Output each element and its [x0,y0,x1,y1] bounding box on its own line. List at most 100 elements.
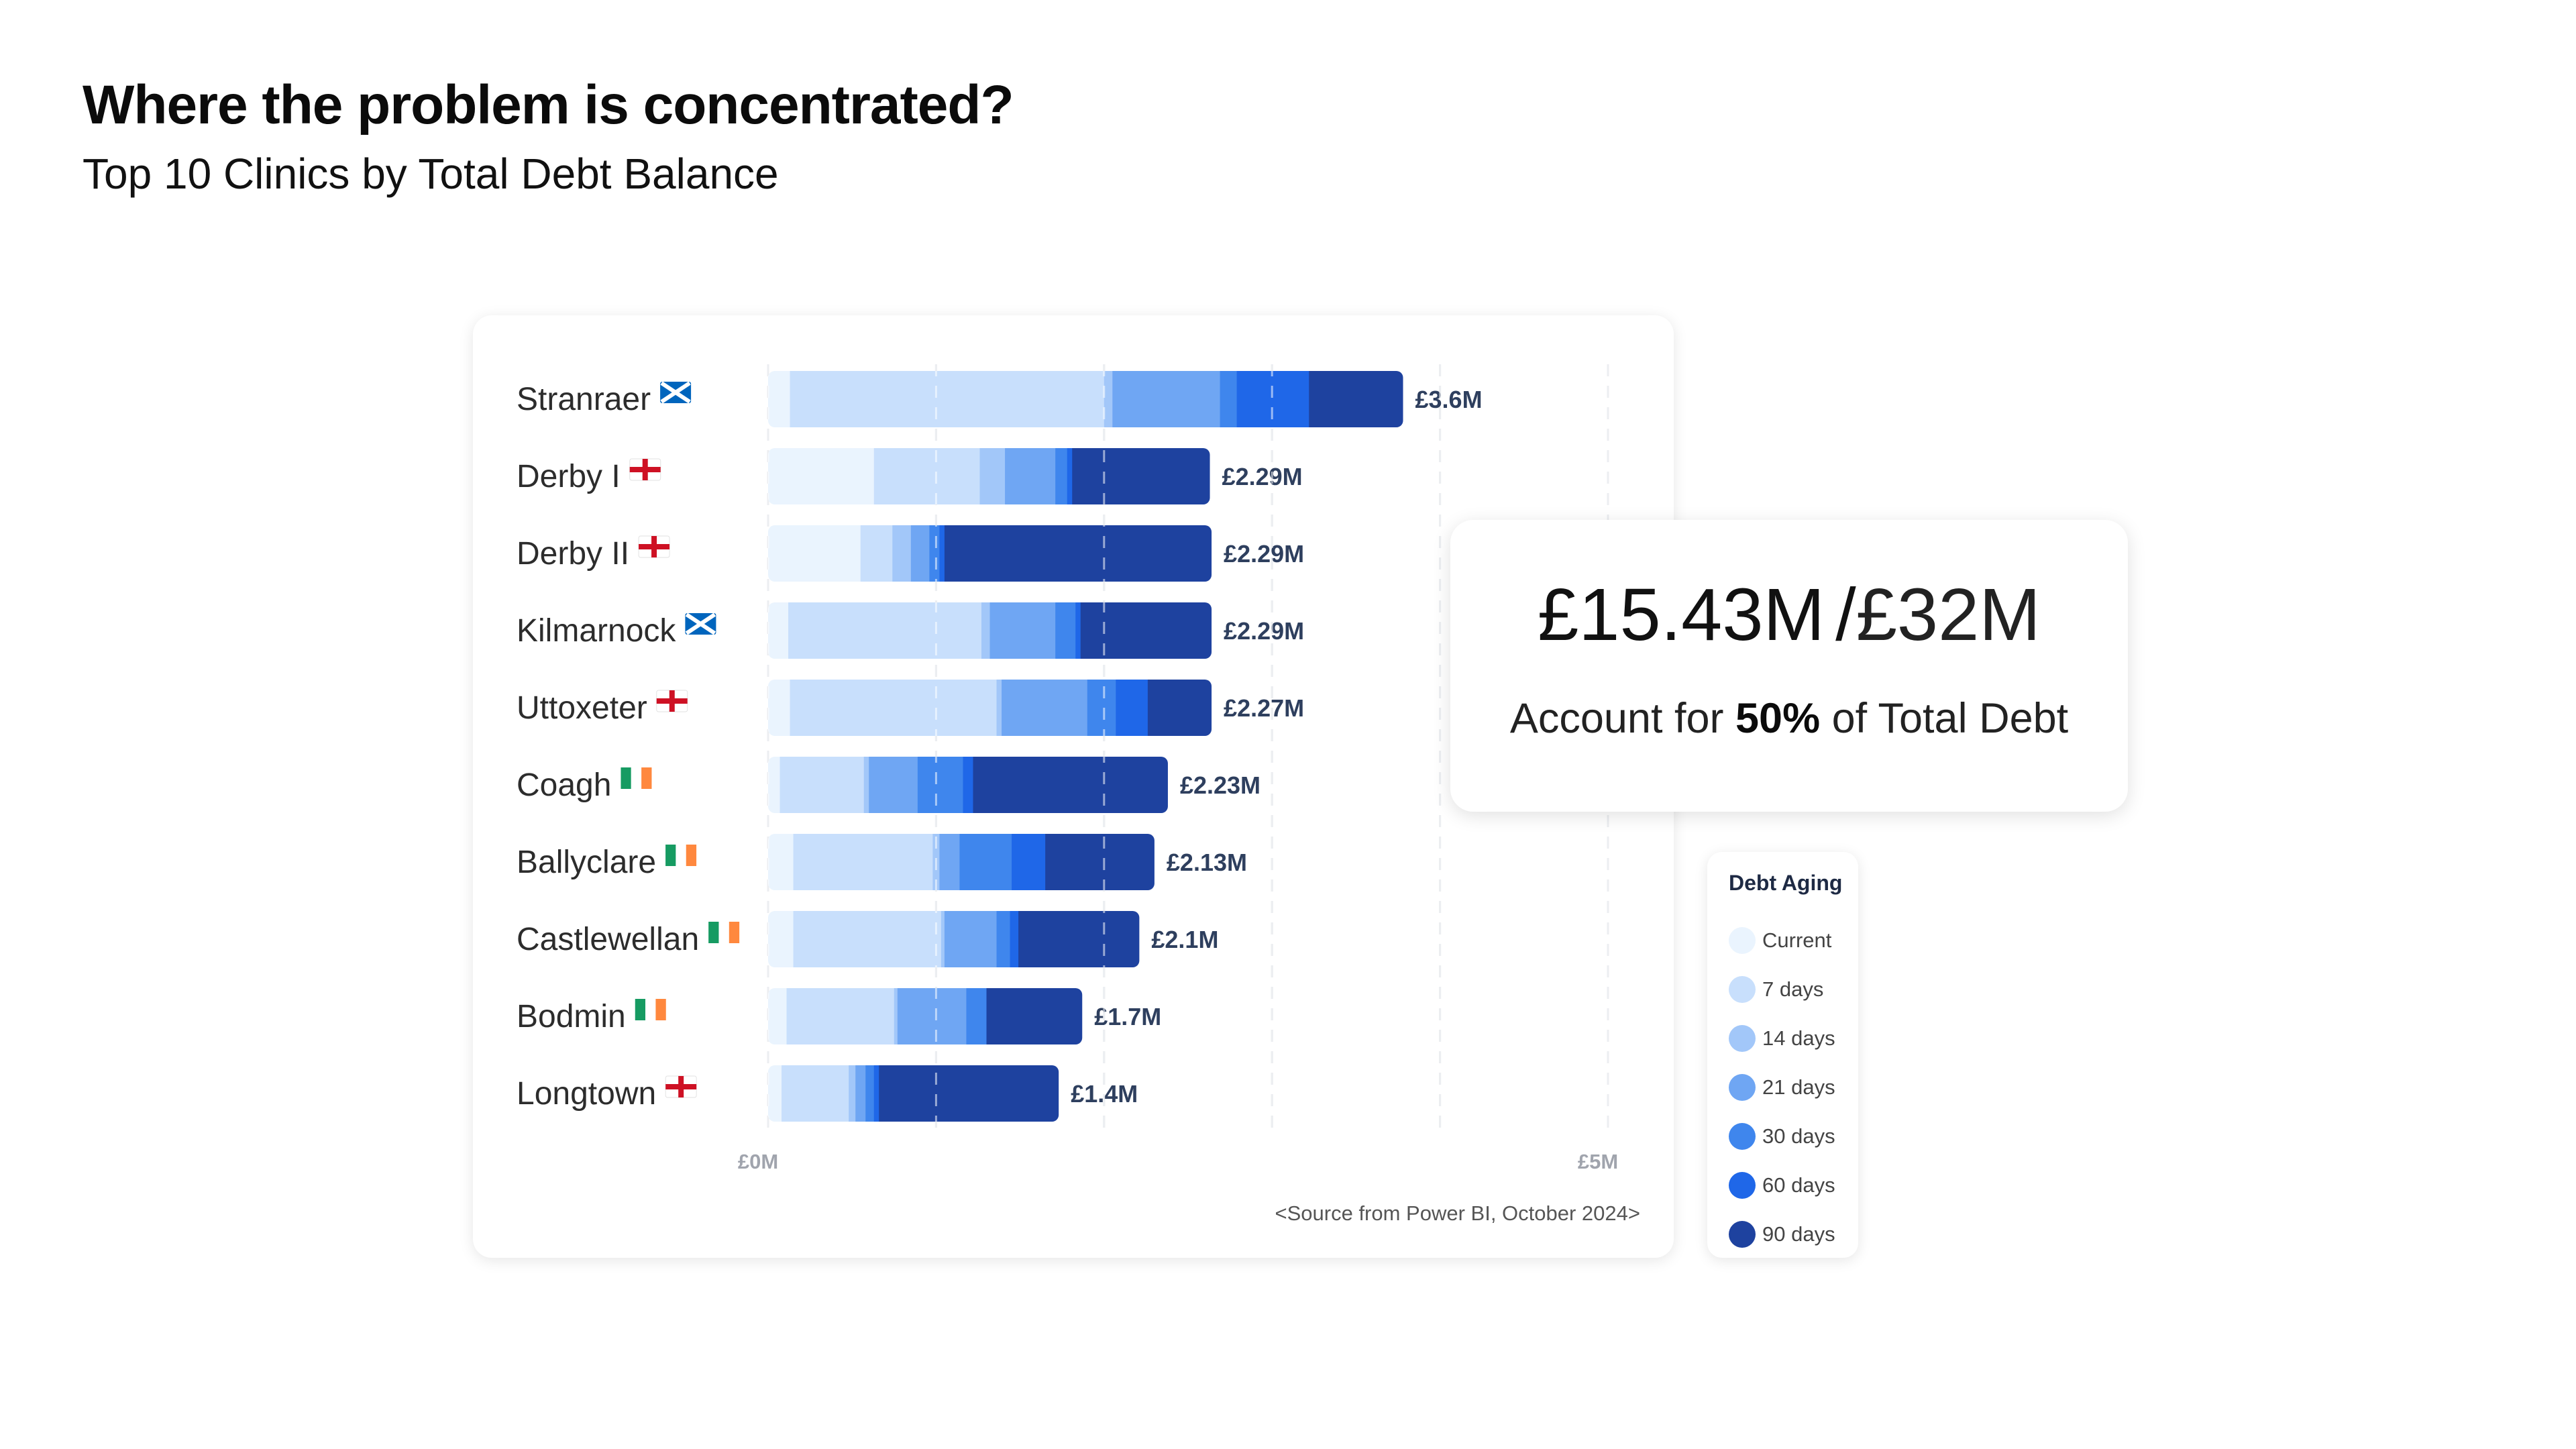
bar-row [768,911,1140,967]
bar-segment [788,602,982,659]
bar-value-label: £2.29M [1224,617,1304,645]
bar-value-label: £2.27M [1224,694,1304,722]
bar-segment [1012,834,1046,890]
row-label: Coagh [517,767,611,803]
x-tick-label: £0M [738,1150,778,1173]
england-flag-icon [656,690,688,712]
bar-row [768,602,1212,659]
bar-segment [1104,371,1113,427]
bar-segment [768,448,875,504]
row-label: Castlewellan [517,922,699,957]
row-label: Bodmin [517,999,626,1034]
bar-segment [786,988,895,1044]
legend-swatch [1729,1220,1756,1248]
bar-segment [892,525,912,582]
kpi-separator: / [1835,574,1856,656]
bar-value-label: £2.29M [1224,540,1304,568]
bar-segment [941,911,945,967]
row-labels: Stranraer £3.6M Derby I £2.29M Derby II £2.29… [517,381,1483,1112]
bar-segment [989,602,1056,659]
bar-segment [863,757,869,813]
bar-segment [1236,371,1309,427]
legend-label: Current [1762,928,1832,952]
kpi-percent: 50% [1735,695,1821,742]
bar-segment [944,911,998,967]
row-label: Uttoxeter [517,690,647,726]
bar-segment [869,757,918,813]
bar-segment [768,680,791,736]
bar-row [768,1065,1059,1122]
bar-segment [1010,911,1019,967]
row-label: Derby I [517,459,621,494]
bar-segment [768,525,861,582]
bar-segment [996,680,1002,736]
bar-segment [768,988,788,1044]
bar-segment [929,525,940,582]
bar-segment [780,757,865,813]
scotland-flag-icon [685,612,716,635]
bar-value-label: £2.1M [1151,926,1218,953]
legend-label: 60 days [1762,1173,1835,1197]
row-label: Stranraer [517,382,651,417]
bar-segment [1002,680,1088,736]
ireland-flag-icon [665,845,697,866]
kpi-description: Account for 50% of Total Debt [1450,694,2128,743]
x-tick-label: £5M [1578,1150,1618,1173]
bar-segment [1147,680,1212,736]
ireland-flag-icon [621,767,652,789]
legend-label: 30 days [1762,1124,1835,1148]
row-label: Longtown [517,1076,656,1112]
bar-segment [1220,371,1238,427]
bar-segment [768,1065,782,1122]
bar-segment [981,602,991,659]
bar-segment [1055,602,1076,659]
legend-item: 90 days [1729,1210,1835,1258]
bar-segment [1005,448,1056,504]
bar-segment [939,525,945,582]
kpi-total-value: £32M [1856,574,2041,656]
bar-row [768,525,1212,582]
source-note: <Source from Power BI, October 2024> [1275,1201,1641,1225]
kpi-main-value: £15.43M [1538,574,1825,656]
bar-segment [939,834,960,890]
legend-swatch [1729,975,1756,1003]
legend-swatch [1729,926,1756,954]
x-axis-ticks: £0M £5M [738,1150,1618,1173]
debt-bar-chart: Stranraer £3.6M Derby I £2.29M Derby II £2.29… [517,364,1618,1173]
kpi-card: £15.43M/£32M Account for 50% of Total De… [1450,520,2128,812]
bar-row [768,680,1212,736]
legend-item: Current [1729,916,1835,965]
bar-segment [973,757,1168,813]
bar-segment [849,1065,856,1122]
bar-segment [790,371,1105,427]
bar-segment [996,911,1011,967]
legend-item: 30 days [1729,1112,1835,1161]
bar-row [768,834,1155,890]
legend-item: 21 days [1729,1063,1835,1112]
bar-segment [1018,911,1140,967]
row-label: Ballyclare [517,845,656,880]
kpi-suffix: of Total Debt [1820,695,2069,742]
bar-segment [1116,680,1148,736]
bar-value-label: £2.29M [1222,463,1303,490]
bar-value-label: £1.7M [1094,1003,1161,1030]
england-flag-icon [638,535,670,558]
row-label: Kilmarnock [517,613,676,649]
legend-item: 60 days [1729,1161,1835,1210]
bar-segment [917,757,963,813]
bar-value-label: £3.6M [1415,386,1483,413]
bar-row [768,757,1168,813]
bar-row [768,448,1210,504]
bar-segment [855,1065,866,1122]
bar-segment [1080,602,1212,659]
bar-segment [865,1065,875,1122]
bar-segment [1067,448,1073,504]
legend-items: Current 7 days 14 days 21 days 30 days 60 day… [1729,916,1835,1258]
bar-segment [790,680,998,736]
bar-segment [768,602,789,659]
ireland-flag-icon [708,922,740,943]
bar-segment [894,988,898,1044]
bar-segment [768,834,794,890]
legend-label: 14 days [1762,1026,1835,1050]
bar-segment [986,988,1083,1044]
